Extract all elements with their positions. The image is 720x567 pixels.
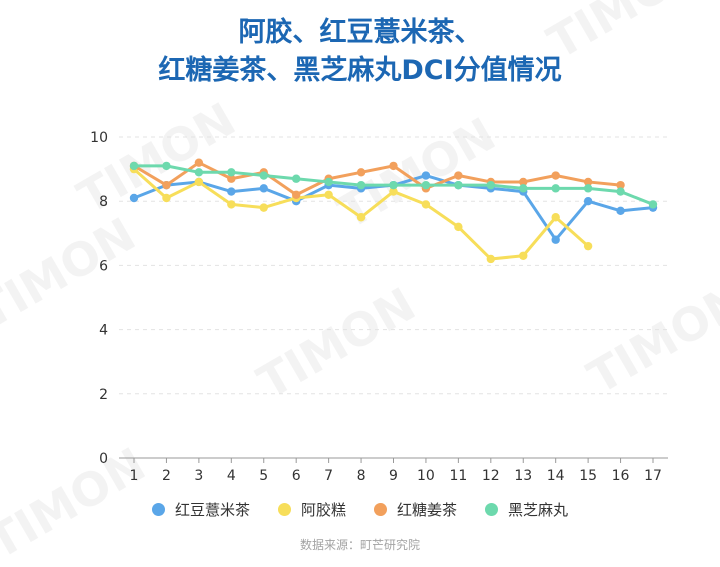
y-tick-label: 4 bbox=[99, 323, 108, 339]
data-point bbox=[194, 168, 204, 177]
data-point bbox=[194, 177, 204, 187]
legend-item: 阿胶糕 bbox=[277, 499, 346, 520]
x-tick-label: 1 bbox=[130, 468, 139, 484]
watermark-text: TIMON bbox=[0, 207, 144, 340]
x-tick-label: 15 bbox=[579, 468, 597, 484]
data-point bbox=[356, 213, 366, 222]
data-point bbox=[583, 241, 593, 251]
chart-title: 阿胶、红豆薏米茶、 红糖姜茶、黑芝麻丸DCI分值情况 bbox=[0, 14, 720, 90]
data-point bbox=[291, 174, 301, 183]
legend-marker-icon bbox=[485, 503, 499, 516]
data-point bbox=[551, 213, 560, 222]
data-point bbox=[129, 161, 139, 171]
chart-title-line-2: 红糖姜茶、黑芝麻丸DCI分值情况 bbox=[158, 55, 562, 86]
data-point bbox=[486, 254, 496, 264]
data-point bbox=[389, 161, 398, 171]
x-tick-label: 6 bbox=[292, 468, 301, 484]
legend-item: 黑芝麻丸 bbox=[485, 499, 568, 520]
x-tick-label: 7 bbox=[324, 468, 333, 484]
y-tick-label: 10 bbox=[90, 130, 108, 146]
legend-item: 红豆薏米茶 bbox=[151, 499, 250, 520]
legend-marker-icon bbox=[151, 503, 165, 516]
y-tick-label: 0 bbox=[99, 451, 108, 467]
data-point bbox=[519, 177, 528, 187]
data-point bbox=[324, 190, 333, 199]
watermark-text: TIMON bbox=[249, 277, 425, 410]
data-point bbox=[162, 180, 171, 190]
data-point bbox=[389, 180, 398, 190]
legend-marker-icon bbox=[374, 503, 387, 516]
data-point bbox=[227, 174, 236, 183]
data-point bbox=[162, 193, 171, 203]
data-point bbox=[583, 197, 593, 206]
x-tick-label: 13 bbox=[514, 468, 532, 484]
data-point bbox=[259, 203, 268, 212]
data-point bbox=[324, 177, 333, 187]
data-point bbox=[291, 190, 301, 199]
x-tick-label: 17 bbox=[644, 468, 662, 484]
x-tick-label: 3 bbox=[194, 468, 203, 484]
x-tick-label: 10 bbox=[417, 468, 435, 484]
data-point bbox=[551, 171, 560, 180]
y-tick-label: 2 bbox=[99, 387, 108, 403]
data-point bbox=[421, 180, 431, 190]
data-source-note: 数据来源：町芒研究院 bbox=[299, 538, 420, 552]
data-point bbox=[454, 171, 463, 180]
data-point bbox=[583, 177, 593, 187]
x-tick-label: 12 bbox=[482, 468, 500, 484]
watermark-text: TIMON bbox=[69, 92, 245, 225]
data-point bbox=[227, 200, 236, 209]
data-point bbox=[356, 180, 366, 190]
data-point bbox=[259, 184, 268, 193]
data-point bbox=[616, 180, 625, 190]
series-line-3 bbox=[133, 161, 621, 197]
data-point bbox=[519, 184, 528, 193]
watermark-text: TIMON bbox=[539, 0, 715, 70]
data-point bbox=[583, 184, 593, 193]
y-tick-label: 8 bbox=[99, 194, 108, 210]
data-point bbox=[389, 187, 398, 196]
data-point bbox=[454, 180, 463, 190]
legend-label: 阿胶糕 bbox=[300, 501, 346, 519]
x-tick-label: 16 bbox=[612, 468, 630, 484]
x-tick-label: 4 bbox=[227, 468, 236, 484]
chart-legend: 红豆薏米茶 阿胶糕 红糖姜茶 黑芝麻丸 bbox=[0, 499, 720, 520]
data-point bbox=[551, 184, 560, 193]
data-point bbox=[162, 161, 171, 171]
data-point bbox=[648, 200, 658, 209]
legend-label: 红糖姜茶 bbox=[397, 501, 458, 519]
x-tick-label: 11 bbox=[449, 468, 467, 484]
legend-item: 红糖姜茶 bbox=[374, 499, 457, 520]
data-point bbox=[259, 171, 268, 180]
y-tick-label: 6 bbox=[99, 258, 108, 274]
x-tick-label: 2 bbox=[162, 468, 171, 484]
x-tick-label: 8 bbox=[357, 468, 366, 484]
data-point bbox=[421, 171, 431, 180]
data-point bbox=[616, 187, 625, 196]
data-point bbox=[194, 158, 204, 167]
legend-marker-icon bbox=[277, 503, 291, 516]
data-point bbox=[129, 193, 139, 203]
data-point bbox=[486, 180, 496, 190]
data-point bbox=[227, 187, 236, 196]
watermark-text: TIMON bbox=[579, 272, 720, 405]
data-point bbox=[421, 200, 431, 209]
legend-label: 红豆薏米茶 bbox=[174, 501, 250, 519]
legend-label: 黑芝麻丸 bbox=[508, 501, 569, 519]
x-tick-label: 5 bbox=[259, 468, 268, 484]
x-tick-label: 14 bbox=[547, 468, 565, 484]
data-point bbox=[551, 235, 560, 244]
data-point bbox=[519, 251, 528, 260]
data-point bbox=[616, 206, 625, 216]
data-point bbox=[356, 168, 366, 177]
x-tick-label: 9 bbox=[389, 468, 398, 484]
data-point bbox=[454, 222, 463, 232]
chart-title-line-1: 阿胶、红豆薏米茶、 bbox=[238, 17, 482, 48]
data-point bbox=[227, 168, 236, 177]
